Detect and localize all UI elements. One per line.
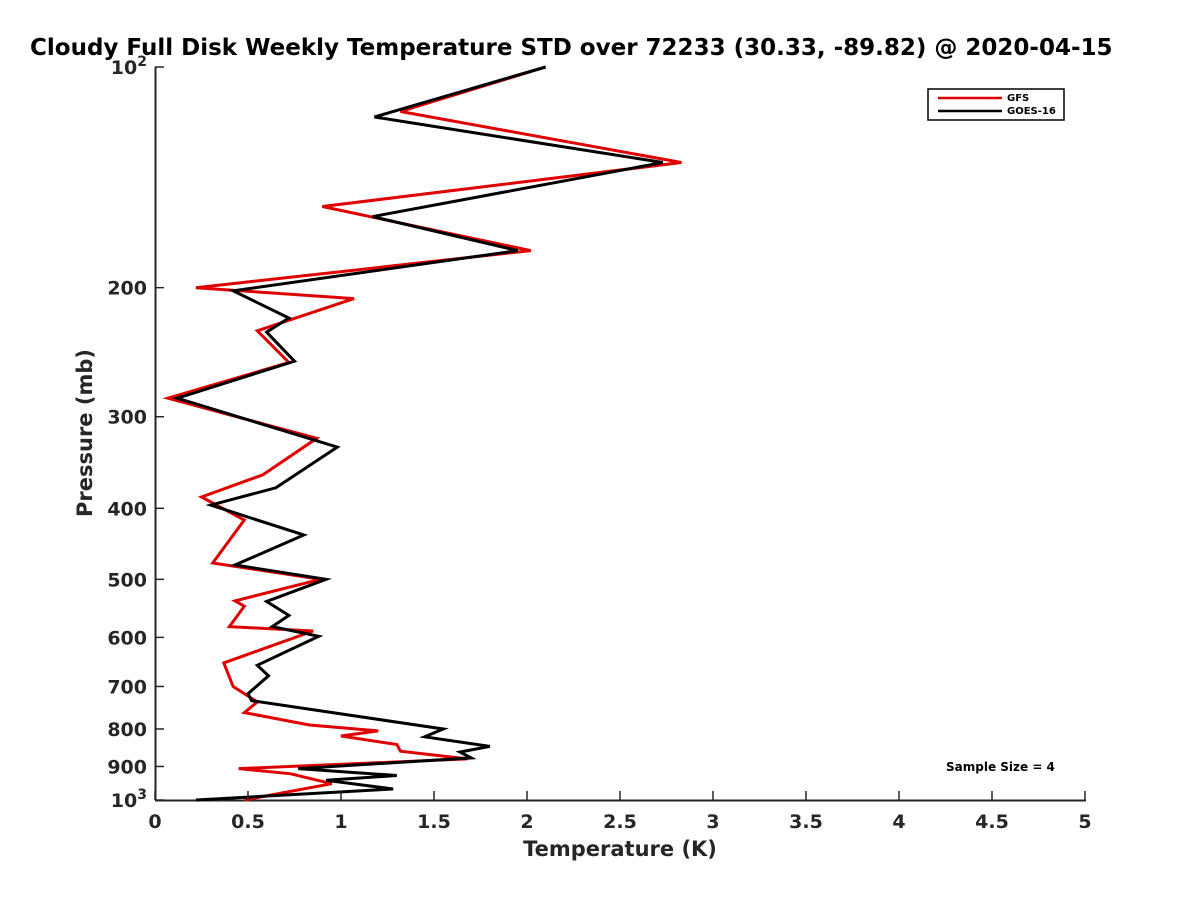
x-ticks: 0 0.5 1 1.5 2 2.5 3 3.5 4 4.5 5 — [148, 791, 1092, 833]
chart-title: Cloudy Full Disk Weekly Temperature STD … — [30, 35, 1113, 61]
y-tick-label: 300 — [107, 407, 147, 429]
x-tick-label: 2 — [520, 811, 533, 833]
x-tick-label: 0 — [148, 811, 161, 833]
y-tick-label: 102 — [111, 54, 147, 79]
x-tick-label: 1.5 — [417, 811, 451, 833]
x-tick-label: 3 — [706, 811, 719, 833]
x-tick-label: 4.5 — [975, 811, 1009, 833]
x-tick-label: 1 — [334, 811, 347, 833]
legend: GFS GOES-16 — [927, 88, 1065, 121]
y-ticks: 102 200 300 400 500 600 700 800 900 103 — [107, 54, 164, 812]
x-tick-label: 3.5 — [789, 811, 823, 833]
x-tick-label: 4 — [892, 811, 905, 833]
y-tick-label: 200 — [107, 278, 147, 300]
plot-area — [154, 65, 1086, 802]
y-tick-label: 103 — [111, 787, 147, 812]
series-group — [162, 65, 682, 802]
series-line-gfs — [162, 65, 682, 802]
y-tick-label: 800 — [107, 719, 147, 741]
x-tick-label: 5 — [1078, 811, 1091, 833]
sample-size-annotation: Sample Size = 4 — [946, 760, 1055, 774]
series-line-goes16 — [172, 65, 664, 802]
legend-label-goes16: GOES-16 — [1007, 106, 1056, 117]
x-tick-label: 0.5 — [231, 811, 265, 833]
y-tick-label: 500 — [107, 569, 147, 591]
x-axis-label: Temperature (K) — [523, 837, 717, 861]
y-tick-label: 900 — [107, 756, 147, 778]
legend-box — [927, 88, 1065, 121]
y-tick-label: 700 — [107, 676, 147, 698]
y-tick-label: 400 — [107, 498, 147, 520]
legend-label-gfs: GFS — [1007, 93, 1029, 104]
x-tick-label: 2.5 — [603, 811, 637, 833]
y-axis-label: Pressure (mb) — [73, 349, 97, 517]
y-tick-label: 600 — [107, 627, 147, 649]
